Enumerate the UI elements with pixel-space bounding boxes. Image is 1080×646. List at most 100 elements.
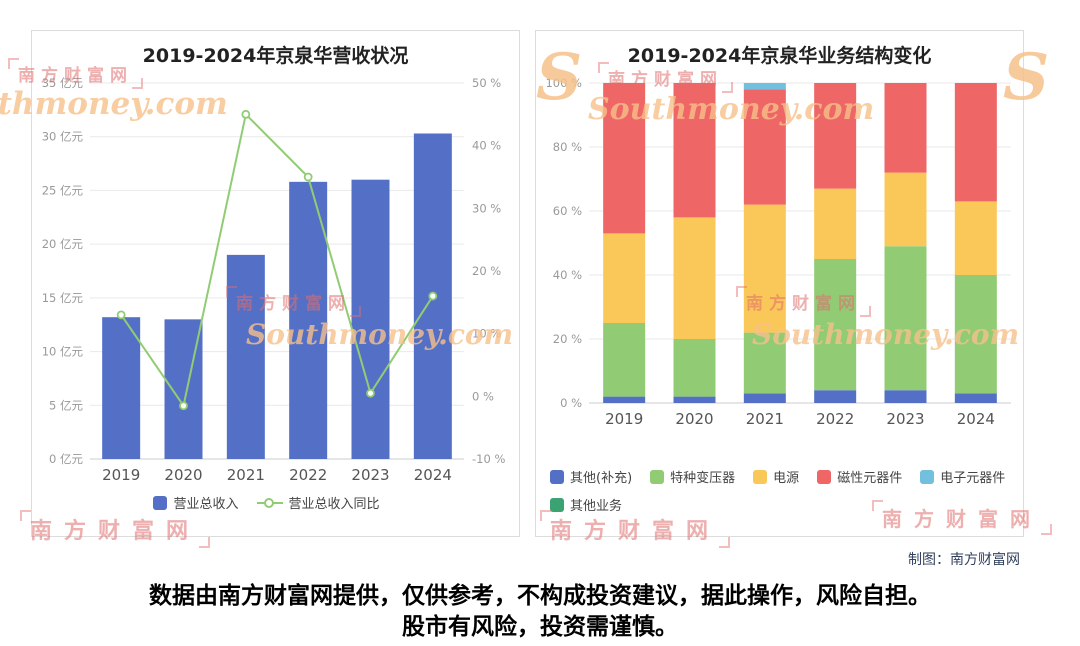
right-axis-tick-label: 40 % (472, 139, 501, 153)
right-axis-tick-label: 20 % (472, 264, 501, 278)
revenue-bar (226, 254, 265, 459)
y-axis-tick-label: 20 % (553, 332, 582, 346)
revenue-chart-panel: 2019-2024年京泉华营收状况 0 亿元 5 亿元 10 亿元 15 亿元 20 亿… (31, 30, 520, 537)
left-axis-tick-label: 15 亿元 (42, 291, 84, 305)
legend-item: 营业总收入同比 (256, 493, 380, 512)
growth-line-point (303, 172, 313, 182)
revenue-bar (289, 181, 328, 459)
stacked-bar-segment (603, 396, 646, 403)
stacked-bar-segment (603, 83, 646, 234)
left-axis-tick-label: 5 亿元 (49, 398, 83, 412)
x-axis-label: 2019 (605, 410, 643, 428)
revenue-bar (102, 317, 141, 459)
x-axis-label: 2022 (816, 410, 854, 428)
stacked-bar-segment (954, 83, 997, 202)
legend-swatch-icon (550, 497, 564, 512)
legend-label: 营业总收入同比 (288, 497, 380, 512)
legend-item: 特种变压器 (650, 467, 735, 486)
stacked-bar-segment (603, 233, 646, 323)
x-axis-label: 2023 (886, 410, 924, 428)
revenue-chart: 0 亿元 5 亿元 10 亿元 15 亿元 20 亿元 25 亿元 30 亿元 35 亿元 -1… (42, 76, 506, 484)
revenue-chart-title: 2019-2024年京泉华营收状况 (142, 45, 409, 67)
left-axis-tick-label: 0 亿元 (49, 452, 83, 466)
stacked-bar-segment (884, 172, 927, 247)
right-axis-tick-label: 50 % (472, 76, 501, 90)
disclaimer: 数据由南方财富网提供，仅供参考，不构成投资建议，据此操作，风险自担。 股市有风险… (0, 581, 1080, 643)
legend-label: 其他(补充) (570, 471, 633, 486)
legend-swatch-icon (817, 469, 832, 484)
stacked-bar-segment (954, 393, 997, 403)
stacked-bar-segment (814, 83, 857, 189)
disclaimer-line-1: 数据由南方财富网提供，仅供参考，不构成投资建议，据此操作，风险自担。 (149, 583, 931, 609)
y-axis-tick-label: 100 % (545, 76, 582, 90)
stacked-bar-segment (814, 259, 857, 391)
legend-label: 特种变压器 (670, 471, 736, 486)
stacked-bar-segment (954, 275, 997, 394)
stacked-bar-segment (743, 89, 786, 205)
legend-label: 磁性元器件 (837, 471, 903, 486)
stacked-bar-segment (884, 83, 927, 173)
left-axis-tick-label: 20 亿元 (42, 237, 84, 251)
legend-label: 电源 (773, 471, 800, 486)
right-axis-tick-label: 30 % (472, 201, 501, 215)
x-axis-label: 2019 (102, 466, 140, 484)
legend-line-marker-icon (256, 497, 283, 509)
legend-label: 其他业务 (570, 499, 623, 514)
growth-line (120, 112, 434, 409)
stacked-bar-segment (814, 188, 857, 259)
legend-swatch-icon (550, 469, 564, 484)
stacked-bar-segment (743, 204, 786, 333)
y-axis-tick-label: 80 % (553, 140, 582, 154)
x-axis-label: 2020 (675, 410, 713, 428)
legend-item: 营业总收入 (153, 493, 239, 512)
stacked-bar-segment (954, 201, 997, 275)
stacked-bar-segment (743, 393, 786, 403)
x-axis-label: 2024 (414, 466, 452, 484)
stacked-bar-segment (884, 390, 927, 403)
y-axis-tick-label: 60 % (553, 204, 582, 218)
stacked-bar-segment (603, 323, 646, 397)
growth-line-point (428, 291, 438, 301)
x-axis-label: 2021 (227, 466, 265, 484)
legend-label: 电子元器件 (940, 471, 1006, 486)
right-axis-tick-label: 10 % (472, 327, 501, 341)
chart-attribution: 制图：南方财富网 (908, 552, 1020, 568)
x-axis-label: 2020 (164, 466, 202, 484)
structure-chart: 0 % 20 % 40 % 60 % 80 % 100 % 2019 2020 2021 2022… (545, 76, 1011, 428)
legend-swatch-icon (920, 469, 935, 484)
x-axis-label: 2022 (289, 466, 327, 484)
legend-item: 其他业务 (550, 495, 622, 514)
right-axis-tick-label: 0 % (472, 389, 494, 403)
y-axis-tick-label: 40 % (553, 268, 582, 282)
legend-item: 电子元器件 (920, 467, 1005, 486)
disclaimer-line-2: 股市有风险，投资需谨慎。 (402, 614, 678, 640)
y-axis-tick-label: 0 % (560, 396, 582, 410)
structure-chart-legend: 其他(补充) 特种变压器 电源 磁性元器件 电子元器件其他业务 (550, 467, 1024, 514)
right-axis-tick-label: -10 % (472, 452, 505, 466)
legend-item: 其他(补充) (550, 467, 632, 486)
legend-item: 磁性元器件 (817, 467, 902, 486)
stacked-bar-segment (673, 83, 716, 218)
legend-label: 营业总收入 (173, 497, 239, 512)
charts-row: 2019-2024年京泉华营收状况 0 亿元 5 亿元 10 亿元 15 亿元 20 亿… (31, 30, 1024, 537)
stacked-bar-segment (673, 339, 716, 397)
growth-line-point (241, 109, 251, 119)
legend-swatch-icon (153, 495, 168, 510)
revenue-bar (351, 179, 390, 459)
growth-line-point (116, 310, 126, 320)
stacked-bar-segment (814, 390, 857, 403)
x-axis-label: 2021 (746, 410, 784, 428)
revenue-chart-legend: 营业总收入 营业总收入同比 (32, 493, 519, 512)
stacked-bar-segment (673, 396, 716, 403)
stacked-bar-segment (743, 83, 786, 90)
stacked-bar-segment (673, 217, 716, 339)
growth-line-point (179, 401, 188, 411)
growth-line-point (366, 388, 375, 398)
structure-chart-panel: 2019-2024年京泉华业务结构变化 0 % 20 % 40 % 60 % 80 % 1… (535, 30, 1024, 537)
x-axis-label: 2024 (957, 410, 995, 428)
left-axis-tick-label: 25 亿元 (42, 183, 84, 197)
legend-item: 电源 (753, 467, 799, 486)
left-axis-tick-label: 30 亿元 (42, 130, 84, 144)
left-axis-tick-label: 10 亿元 (42, 345, 84, 359)
